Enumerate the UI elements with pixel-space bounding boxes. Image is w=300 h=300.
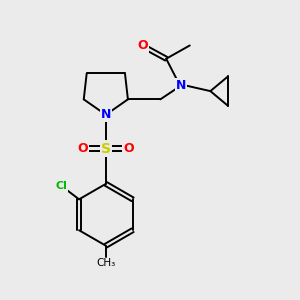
- Text: S: S: [101, 142, 111, 155]
- Text: O: O: [78, 142, 88, 155]
- Text: O: O: [124, 142, 134, 155]
- Text: N: N: [100, 108, 111, 121]
- Text: O: O: [137, 39, 148, 52]
- Text: CH₃: CH₃: [96, 258, 116, 268]
- Text: N: N: [176, 79, 186, 92]
- Text: Cl: Cl: [56, 181, 67, 191]
